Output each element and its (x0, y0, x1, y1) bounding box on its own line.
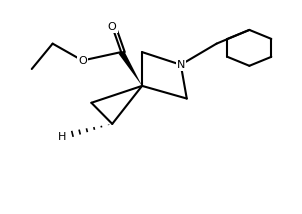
Polygon shape (118, 51, 142, 86)
Text: O: O (108, 22, 117, 32)
Text: H: H (57, 132, 66, 142)
Text: O: O (78, 55, 87, 65)
Text: N: N (177, 60, 185, 70)
